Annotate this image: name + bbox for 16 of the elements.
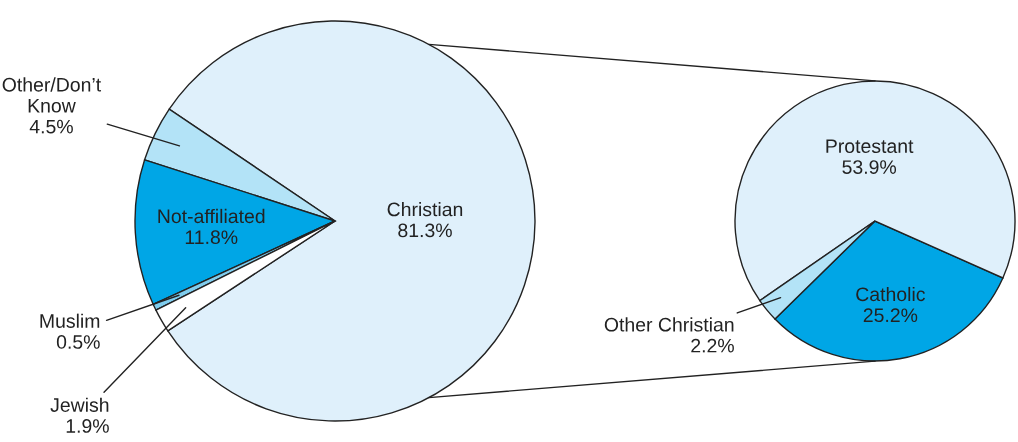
slice-label: Catholic [856, 286, 925, 302]
data-label: 1.9% [66, 419, 109, 433]
slice-label: Other/Don’t Know [2, 77, 102, 113]
slice-label: Not-affiliated [158, 208, 265, 224]
data-label: 25.2% [863, 308, 918, 323]
slice-label: Other Christian [604, 317, 734, 332]
slice-label: Protestant [826, 139, 914, 154]
data-label: 11.8% [185, 230, 238, 245]
slice-label: Jewish [50, 397, 109, 412]
data-label: 2.2% [691, 338, 734, 353]
slice-label: Muslim [40, 313, 100, 328]
slice-label: Christian [387, 202, 463, 217]
data-label: 0.5% [56, 335, 100, 349]
data-label: 4.5% [29, 119, 73, 134]
data-label: 81.3% [398, 223, 452, 238]
data-label: 53.9% [842, 160, 897, 174]
